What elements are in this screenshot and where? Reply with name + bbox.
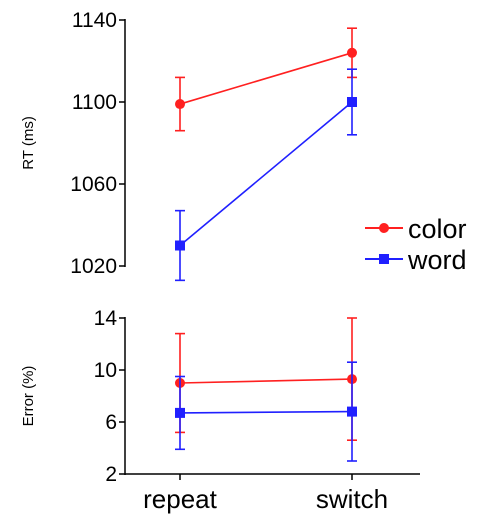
error-y-tick-label-6: 6 — [105, 411, 117, 434]
legend-marker-word — [379, 254, 389, 264]
error-y-tick-label-14: 14 — [94, 307, 118, 330]
rt-y-tick-label-1060: 1060 — [70, 173, 117, 196]
error-series-line-word — [179, 410, 353, 414]
rt-point-word-repeat — [175, 240, 185, 251]
x-tick-label-switch: switch — [316, 484, 388, 514]
legend: color word — [365, 214, 467, 275]
legend-label-color: color — [408, 214, 467, 244]
error-point-word-switch — [347, 406, 357, 417]
rt-point-color-repeat — [175, 99, 185, 110]
rt-panel: 1020 1060 1100 1140 RT (ms) — [20, 9, 357, 282]
error-series-line-color — [179, 378, 353, 384]
rt-y-tick-label-1100: 1100 — [72, 91, 117, 114]
legend-marker-color — [379, 223, 389, 233]
error-panel: 2 6 10 14 Error (%) — [20, 307, 420, 486]
rt-point-word-switch — [347, 97, 357, 107]
legend-label-word: word — [407, 245, 467, 275]
x-tick-label-repeat: repeat — [143, 484, 217, 514]
error-point-word-repeat — [175, 407, 185, 418]
legend-item-word: word — [365, 245, 467, 275]
rt-point-color-switch — [347, 47, 357, 58]
rt-series-line-color — [179, 52, 353, 105]
rt-y-tick-label-1020: 1020 — [70, 255, 117, 278]
rt-y-tick-label-1140: 1140 — [72, 9, 117, 32]
error-y-axis-label: Error (%) — [20, 366, 37, 427]
rt-series-line-word — [179, 101, 353, 247]
error-y-tick-label-2: 2 — [105, 463, 117, 486]
x-axis-tick-labels: repeat switch — [143, 484, 388, 514]
legend-item-color: color — [365, 214, 467, 244]
error-y-tick-label-10: 10 — [94, 359, 117, 382]
rt-y-axis-label: RT (ms) — [20, 116, 37, 170]
